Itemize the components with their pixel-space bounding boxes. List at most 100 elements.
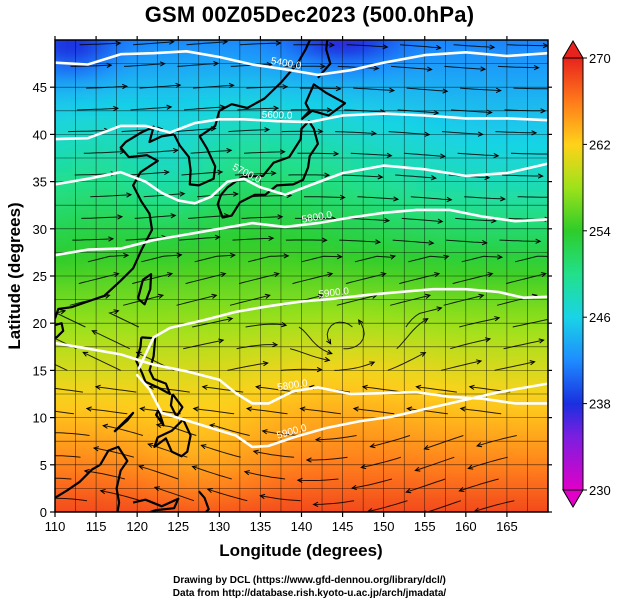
streamline (306, 456, 348, 461)
streamline (100, 490, 141, 502)
streamline (370, 435, 411, 448)
streamline (245, 323, 287, 328)
streamline-arrow (148, 384, 155, 390)
coastline-segment (300, 83, 347, 121)
streamline (128, 171, 169, 176)
coastline-segment (132, 497, 180, 512)
streamline-arrow (191, 465, 198, 471)
streamline-arrow (175, 82, 182, 89)
streamline-arrow (477, 131, 484, 137)
streamline (459, 317, 500, 328)
streamline-arrow (277, 214, 284, 220)
x-tick-label: 135 (250, 519, 272, 534)
streamline (514, 255, 548, 263)
streamline (69, 294, 110, 306)
streamline (93, 447, 135, 458)
streamline (201, 444, 241, 458)
plot-area: 5400.05600.05700.05800.05800.05900.05900… (43, 40, 548, 512)
streamline (346, 44, 388, 48)
streamline (444, 65, 486, 70)
streamline-arrow (531, 130, 538, 136)
streamline-arrow (537, 173, 544, 179)
streamline-arrow (426, 66, 433, 72)
streamline (457, 152, 499, 157)
streamline-arrow (43, 385, 48, 389)
streamline (197, 193, 238, 198)
streamline-arrow (329, 42, 336, 48)
streamline (351, 478, 393, 489)
streamline (504, 109, 546, 112)
streamline (103, 425, 144, 436)
streamline (207, 488, 248, 502)
streamline-arrow (436, 306, 443, 312)
coastline-segment (155, 409, 165, 427)
streamline (239, 42, 281, 46)
streamline-arrow (434, 272, 441, 278)
streamline (241, 216, 283, 219)
streamline (192, 318, 233, 328)
streamline (78, 273, 119, 285)
streamline-arrow (415, 384, 422, 390)
streamline-arrow (350, 484, 357, 491)
streamline-arrow (91, 330, 98, 335)
streamline-arrow (218, 338, 225, 344)
streamline-arrow (117, 214, 124, 220)
streamline-arrow (476, 359, 483, 365)
streamline-arrow (46, 496, 51, 500)
streamline-arrow (384, 217, 391, 224)
streamline-arrow (159, 61, 166, 67)
streamline (86, 85, 127, 89)
streamline (361, 456, 402, 468)
streamline-arrow (467, 464, 474, 470)
streamline (156, 424, 197, 436)
streamline (79, 42, 121, 46)
streamline-arrow (377, 174, 384, 180)
streamline-arrow (94, 384, 101, 390)
credit-data: Data from http://database.rish.kyoto-u.a… (172, 588, 447, 599)
streamline (227, 362, 268, 371)
streamline (55, 455, 81, 458)
streamline (354, 255, 396, 263)
streamline-arrow (489, 44, 496, 50)
streamline (452, 273, 493, 285)
streamline (460, 408, 502, 415)
coastline-segment (135, 336, 172, 396)
streamline-arrow (126, 192, 133, 198)
streamline (443, 294, 484, 306)
streamline (392, 239, 434, 244)
streamline-arrow (414, 466, 421, 472)
streamline-arrow (369, 361, 376, 367)
streamline-arrow (481, 240, 488, 246)
streamline-arrow (352, 406, 359, 412)
streamline (395, 174, 436, 179)
streamline (139, 84, 181, 89)
streamline-arrow (192, 406, 199, 412)
streamline-arrow (318, 293, 325, 299)
coastline-segment (197, 490, 210, 512)
streamline (388, 131, 430, 136)
streamline-arrow (484, 174, 491, 181)
streamline-arrow (327, 272, 334, 278)
streamline-arrow (540, 108, 547, 114)
streamline (192, 466, 232, 480)
colorbar-tick-label: 230 (589, 483, 611, 498)
credit-drawing: Drawing by DCL (https://www.gfd-dennou.o… (173, 575, 446, 586)
streamline (244, 471, 286, 480)
streamline-arrow (172, 147, 179, 154)
streamline-arrow (123, 252, 130, 259)
streamline-arrow (138, 464, 145, 470)
streamline-arrow (245, 406, 253, 412)
streamline (408, 255, 449, 263)
streamline (70, 64, 112, 67)
streamline (341, 174, 383, 178)
streamline-arrow (282, 84, 289, 90)
streamline-arrow (113, 105, 119, 112)
streamline (345, 273, 386, 285)
streamline-arrow (283, 253, 290, 259)
streamline-arrow (166, 104, 173, 110)
streamline-arrow (272, 341, 279, 348)
temperature-field (55, 40, 548, 512)
streamline-arrow (439, 153, 446, 159)
streamline (400, 44, 441, 49)
x-tick-label: 160 (455, 519, 477, 534)
